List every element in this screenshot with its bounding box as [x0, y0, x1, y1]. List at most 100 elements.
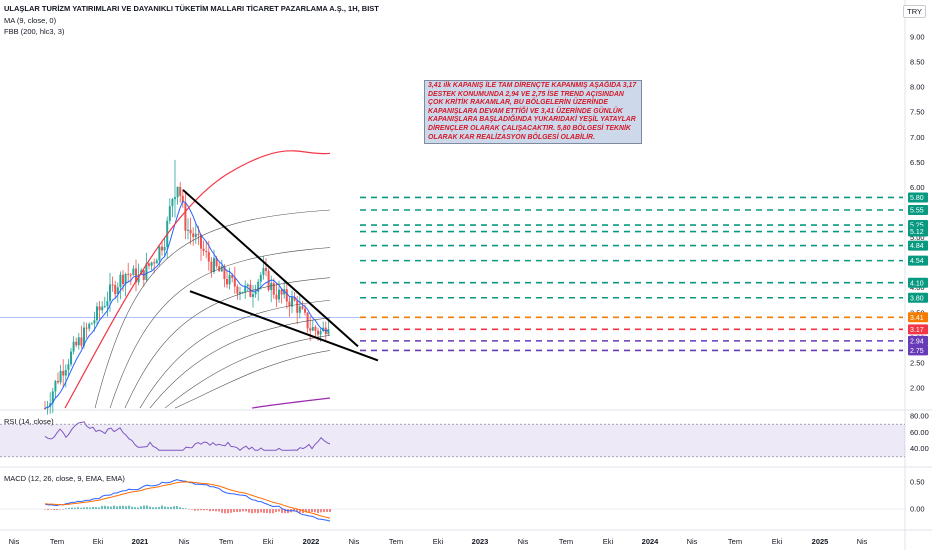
- candle-body: [275, 294, 278, 300]
- macd-histogram-bar: [119, 505, 121, 510]
- candle-body: [223, 266, 226, 280]
- rsi-tick-label: 80.00: [910, 412, 929, 421]
- candle-body: [181, 195, 184, 203]
- level-tag: 3.80: [908, 292, 928, 303]
- candle-body: [90, 323, 93, 325]
- time-tick-label: 2022: [303, 537, 320, 546]
- candle-body: [285, 289, 288, 302]
- candle-body: [215, 258, 218, 267]
- rsi-label[interactable]: RSI (14, close): [4, 417, 54, 426]
- indicator-ma-label[interactable]: MA (9, close, 0): [4, 16, 57, 25]
- macd-histogram-bar: [95, 507, 97, 510]
- candle: [85, 322, 88, 339]
- trendline-upper: [182, 189, 359, 348]
- candle: [265, 257, 267, 277]
- macd-histogram-bar: [194, 509, 196, 511]
- level-tag-label: 3.17: [910, 327, 924, 334]
- candle: [288, 296, 291, 317]
- macd-histogram-bar: [140, 506, 142, 510]
- rsi-band: [0, 424, 905, 457]
- rsi-tick-label: 60.00: [910, 428, 929, 437]
- candle-body: [200, 234, 202, 249]
- candle: [150, 261, 153, 271]
- macd-histogram-bar: [158, 506, 160, 510]
- candle-body: [106, 301, 109, 307]
- candle: [226, 269, 228, 289]
- indicator-fbb-label[interactable]: FBB (200, hlc3, 3): [4, 27, 65, 36]
- level-tag-bg: [908, 312, 928, 323]
- candle-body: [280, 289, 283, 295]
- candle-body: [184, 202, 187, 231]
- macd-histogram-bar: [233, 509, 235, 513]
- time-tick-label: 2023: [472, 537, 489, 546]
- candle-body: [137, 274, 140, 283]
- macd-histogram-bar: [275, 509, 277, 513]
- annotation-note[interactable]: 3,41 ilk KAPANIŞ İLE TAM DİRENÇTE KAPANM…: [424, 80, 642, 144]
- macd-histogram-bar: [329, 509, 331, 513]
- candle-body: [57, 380, 59, 383]
- candle: [272, 278, 275, 299]
- macd-histogram-bar: [203, 509, 205, 511]
- macd-label[interactable]: MACD (12, 26, close, 9, EMA, EMA): [4, 474, 125, 483]
- fbb-band-line: [94, 209, 331, 409]
- candle: [96, 302, 98, 326]
- time-tick-label: Tem: [50, 537, 64, 546]
- time-tick-label: Tem: [389, 537, 403, 546]
- macd-histogram-bar: [248, 509, 250, 513]
- candle-body: [49, 403, 52, 407]
- candle: [192, 227, 195, 246]
- macd-histogram-bar: [62, 509, 64, 510]
- currency-badge[interactable]: TRY: [903, 5, 926, 18]
- candle: [187, 218, 189, 240]
- candle-body: [226, 279, 228, 285]
- candle-body: [132, 268, 135, 276]
- candle-body: [311, 326, 314, 331]
- candle-body: [83, 327, 85, 346]
- candle: [137, 263, 140, 286]
- fbb-band-line: [149, 317, 331, 409]
- macd-histogram-bar: [74, 507, 76, 510]
- candle-body: [155, 260, 158, 264]
- candle: [202, 240, 205, 256]
- candle-body: [98, 306, 101, 311]
- price-tick-label: 6.00: [910, 183, 925, 192]
- macd-histogram-bar: [104, 505, 106, 510]
- candle: [93, 311, 96, 332]
- macd-histogram-bar: [80, 507, 82, 510]
- macd-signal-line: [44, 481, 331, 519]
- candle-body: [59, 370, 62, 383]
- candle: [54, 379, 57, 398]
- macd-histogram-bar: [125, 506, 127, 510]
- candle: [64, 364, 67, 388]
- candle: [98, 300, 101, 321]
- macd-histogram-bar: [308, 509, 310, 513]
- candle: [309, 316, 312, 341]
- candle-body: [220, 266, 223, 272]
- macd-histogram-bar: [137, 507, 139, 510]
- candle: [75, 337, 78, 348]
- macd-histogram-bar: [188, 509, 190, 510]
- candle-body: [278, 289, 280, 300]
- candle-body: [293, 296, 296, 301]
- macd-histogram-bar: [218, 509, 220, 512]
- candle: [90, 322, 93, 325]
- fbb-upper-line: [64, 150, 331, 409]
- candle-body: [96, 306, 98, 321]
- candle-body: [114, 284, 117, 295]
- candle: [72, 336, 75, 355]
- macd-histogram-bar: [221, 509, 223, 513]
- candle-body: [291, 296, 293, 307]
- candle: [132, 265, 135, 276]
- macd-histogram-bar: [251, 509, 253, 514]
- level-tag-label: 4.54: [910, 258, 924, 265]
- level-tag: 5.12: [908, 226, 928, 237]
- candle: [298, 294, 301, 319]
- candle: [275, 283, 278, 308]
- level-tag: 4.84: [908, 240, 928, 251]
- time-tick-label: Eki: [263, 537, 274, 546]
- candle-body: [109, 284, 111, 302]
- level-tag: 3.17: [908, 324, 928, 335]
- candle-body: [244, 286, 247, 292]
- candle: [148, 262, 150, 270]
